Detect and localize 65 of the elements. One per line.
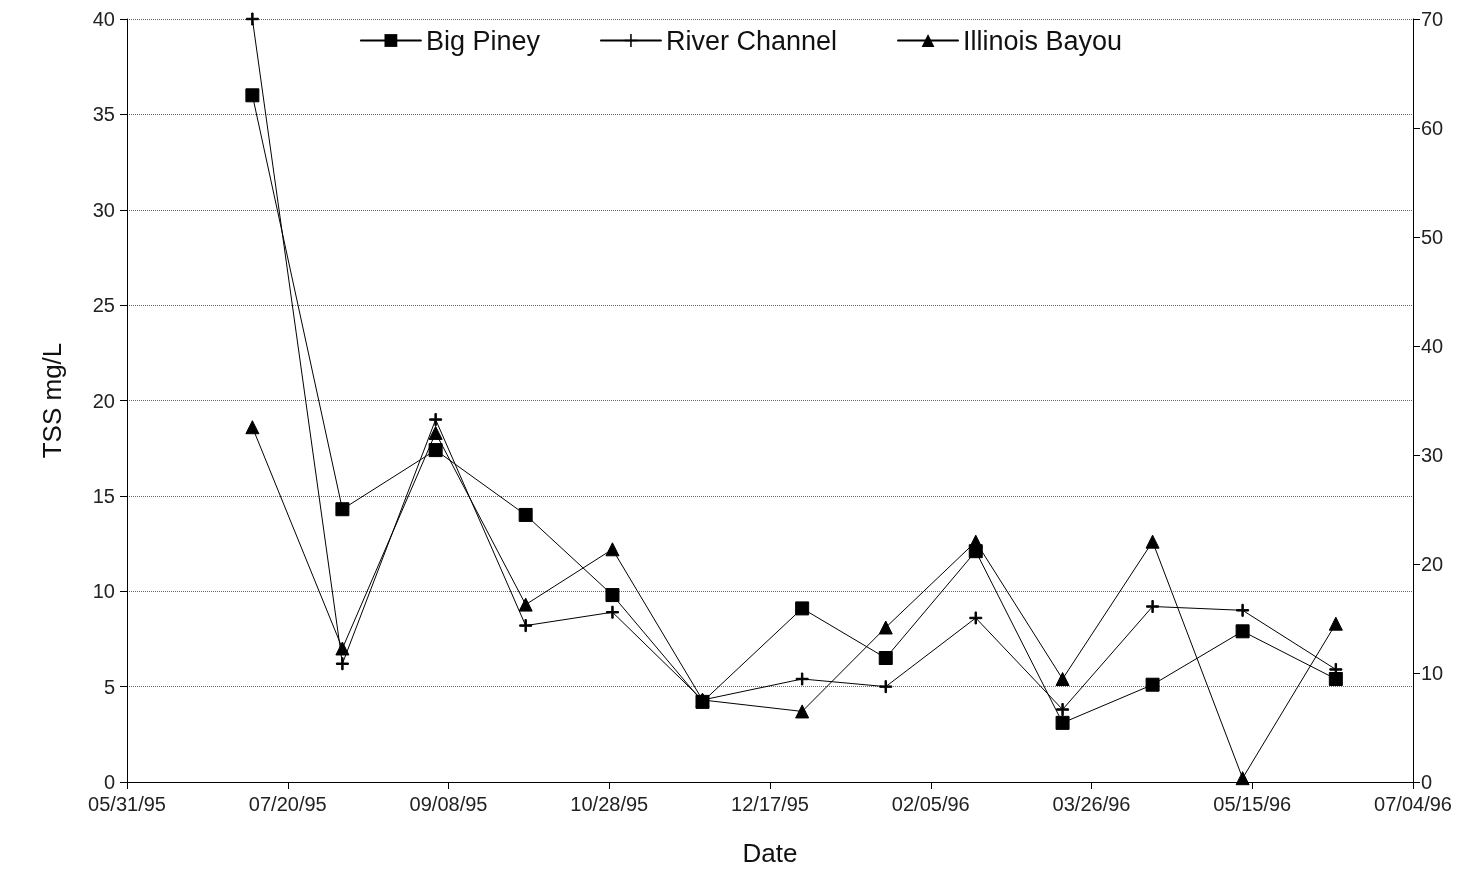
point [518, 597, 533, 612]
point [1055, 715, 1070, 730]
y-tick-label: 15 [92, 484, 115, 507]
x-tick-label: 10/28/95 [570, 793, 649, 815]
point [335, 502, 350, 517]
x-tick-label: 05/31/95 [88, 793, 166, 815]
y-tick-label: 35 [92, 103, 115, 126]
point [605, 588, 620, 603]
legend-label: Illinois Bayou [963, 25, 1123, 56]
point [1145, 534, 1160, 549]
x-tick-label: 07/04/96 [1374, 793, 1452, 815]
point [1236, 603, 1250, 617]
point [605, 605, 619, 619]
y-tick-label: 25 [92, 294, 115, 317]
point [1055, 671, 1070, 686]
point [1056, 703, 1070, 717]
y2-tick-label: 20 [1421, 553, 1444, 575]
point [429, 413, 443, 427]
point [245, 420, 260, 435]
x-tick-label: 05/15/96 [1213, 793, 1292, 815]
point [968, 534, 983, 549]
y2-tick-label: 70 [1421, 8, 1444, 30]
y2-tick-label: 50 [1421, 226, 1444, 248]
y-tick-label: 0 [103, 771, 115, 793]
y2-tick-label: 60 [1421, 117, 1444, 139]
legend-label: Big Piney [425, 25, 541, 56]
y2-tick-label: 30 [1421, 444, 1444, 466]
point [969, 611, 983, 625]
point [519, 619, 533, 633]
y2-tick-label: 10 [1421, 662, 1444, 684]
point [1145, 677, 1160, 692]
y-tick-label: 30 [92, 198, 115, 221]
x-tick-label: 02/05/96 [891, 793, 970, 815]
point [518, 507, 533, 522]
point [1235, 771, 1250, 786]
y-tick-label: 40 [92, 8, 115, 30]
point [879, 680, 893, 694]
x-tick-label: 12/17/95 [731, 793, 809, 815]
point [1328, 616, 1343, 631]
y-tick-label: 5 [103, 675, 115, 698]
y2-tick-label: 0 [1421, 771, 1433, 793]
x-tick-label: 03/26/96 [1052, 793, 1131, 815]
point [795, 704, 810, 719]
point [1328, 671, 1343, 686]
x-tick-label: 09/08/95 [409, 793, 488, 815]
point [878, 620, 893, 635]
point [335, 657, 349, 671]
legend-label: River Channel [665, 25, 838, 56]
x-tick-label: 07/20/95 [248, 793, 327, 815]
point [795, 672, 809, 686]
point [605, 542, 620, 557]
y-tick-label: 10 [92, 580, 115, 603]
point [428, 443, 443, 458]
point [428, 425, 443, 440]
y-tick-label: 20 [92, 389, 115, 412]
y-axis-title: TSS mg/L [37, 342, 67, 459]
point [1146, 600, 1160, 614]
point [245, 12, 259, 26]
point [245, 88, 260, 103]
point [1235, 624, 1250, 639]
y2-tick-label: 40 [1421, 335, 1444, 357]
x-axis-title: Date [742, 838, 798, 868]
point [795, 601, 810, 616]
point [878, 651, 893, 666]
point [335, 641, 350, 656]
